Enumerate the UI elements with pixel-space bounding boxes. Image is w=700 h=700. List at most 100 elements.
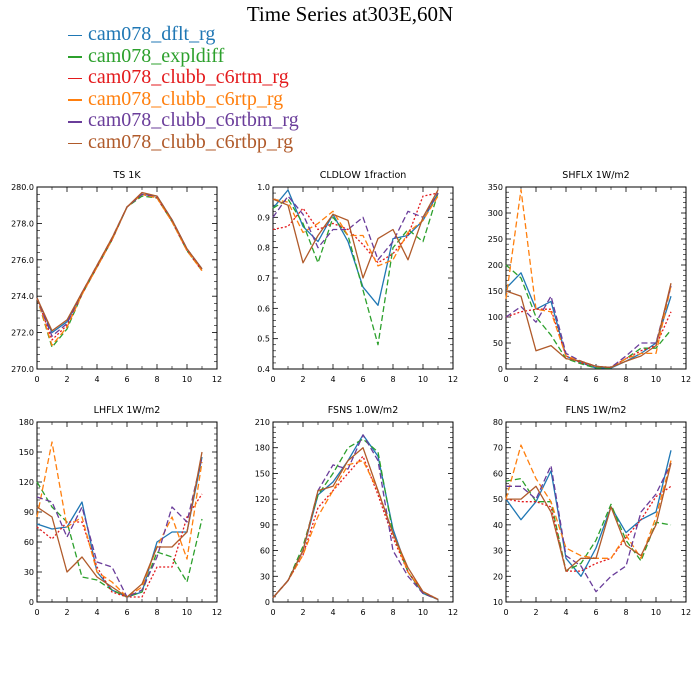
x-tick-label: 6 [593,375,598,384]
y-tick-label: 272.0 [11,329,34,338]
y-tick-label: 276.0 [11,256,34,265]
x-tick-label: 8 [154,375,159,384]
series-line [506,462,672,572]
series-line [36,191,203,332]
y-tick-label: 200 [488,261,503,270]
series-line [505,283,672,369]
y-tick-label: 20 [493,572,503,581]
series-line [505,485,672,572]
chart-panel: SHFLX 1W/m2 0 2 4 6 8 10 12 0 50 100 150 200 250 300 35… [488,170,691,384]
series-line [272,195,439,267]
x-tick-label: 10 [651,375,661,384]
legend-label: cam078_clubb_c6rtp_rg [88,87,284,110]
y-tick-label: 0 [29,598,34,607]
y-tick-label: 0 [265,598,270,607]
series-line [272,189,439,279]
y-tick-label: 50 [493,339,503,348]
series-line [36,493,203,598]
x-tick-label: 4 [330,375,335,384]
legend-item: cam078_clubb_c6rtm_rg [68,66,299,89]
y-tick-label: 0.7 [257,274,270,283]
x-tick-label: 10 [418,608,428,617]
chart-panel: CLDLOW 1fraction 0 2 4 6 8 10 12 0.4 0.5 0.6 0.7 0.8… [257,170,458,384]
legend-item: cam078_clubb_c6rtbp_rg [68,131,299,154]
series-line [272,447,439,600]
chart-title: TS 1K [112,170,141,181]
y-tick-label: 278.0 [11,219,34,228]
y-tick-label: 90 [24,508,34,517]
legend-label: cam078_dflt_rg [88,23,216,45]
legend-label: cam078_clubb_c6rtbm_rg [88,109,299,132]
y-tick-label: 70 [493,444,503,453]
legend-label: cam078_expldiff [88,44,225,67]
series-line [505,272,672,369]
x-tick-label: 8 [623,608,628,617]
y-tick-label: 150 [255,469,270,478]
x-tick-label: 8 [390,608,395,617]
x-tick-label: 12 [681,375,691,384]
series-line [272,192,439,261]
x-tick-label: 2 [64,608,69,617]
series-line [36,193,203,334]
y-tick-label: 0 [498,365,503,374]
x-tick-label: 0 [503,608,508,617]
y-tick-label: 150 [19,448,34,457]
y-tick-label: 50 [493,495,503,504]
y-tick-label: 0.4 [257,365,270,374]
x-tick-label: 12 [681,608,691,617]
x-tick-label: 8 [154,608,159,617]
legend-swatch [68,99,82,101]
x-tick-label: 4 [563,375,568,384]
x-tick-label: 2 [300,375,305,384]
y-tick-label: 90 [260,521,270,530]
x-tick-label: 6 [124,608,129,617]
chart-title: SHFLX 1W/m2 [562,170,629,181]
x-tick-label: 4 [330,608,335,617]
x-tick-label: 12 [212,608,222,617]
x-tick-label: 10 [182,375,192,384]
chart-panel: TS 1K 0 2 4 6 8 10 12 270.0 272.0 274.0 276.0 278.0 2… [11,170,222,384]
legend-label: cam078_clubb_c6rtm_rg [88,66,289,89]
legend-item: cam078_clubb_c6rtp_rg [68,87,299,111]
x-tick-label: 0 [34,608,39,617]
x-tick-label: 2 [533,375,538,384]
series-line [36,193,203,346]
x-tick-label: 12 [212,375,222,384]
x-tick-label: 2 [300,608,305,617]
series-line [36,441,203,598]
series-line [505,477,672,572]
x-tick-label: 8 [390,375,395,384]
y-tick-label: 10 [493,598,503,607]
y-tick-label: 60 [24,538,34,547]
series-line [36,193,203,341]
y-tick-label: 180 [19,418,34,427]
chart-title: CLDLOW 1fraction [320,170,407,181]
series-line [36,451,203,598]
y-tick-label: 40 [493,521,503,530]
y-tick-label: 150 [488,287,503,296]
y-tick-label: 0.8 [257,244,270,253]
y-tick-label: 80 [493,418,503,427]
plot-frame [36,186,218,370]
series-line [36,456,203,598]
legend-swatch [68,142,82,145]
y-tick-label: 210 [255,418,270,427]
y-tick-label: 350 [488,183,503,192]
legend-item: cam078_expldiff [68,44,299,68]
y-tick-label: 100 [488,313,503,322]
y-tick-label: 300 [488,209,503,218]
x-tick-label: 0 [503,375,508,384]
x-tick-label: 4 [563,608,568,617]
x-tick-label: 10 [651,608,661,617]
y-tick-label: 60 [493,469,503,478]
x-tick-label: 12 [448,608,458,617]
y-tick-label: 0.5 [257,335,270,344]
chart-title: FLNS 1W/m2 [566,405,627,416]
legend-item: cam078_dflt_rg [68,23,299,46]
x-tick-label: 0 [270,375,275,384]
legend-swatch [68,56,82,58]
series-line [505,188,672,369]
